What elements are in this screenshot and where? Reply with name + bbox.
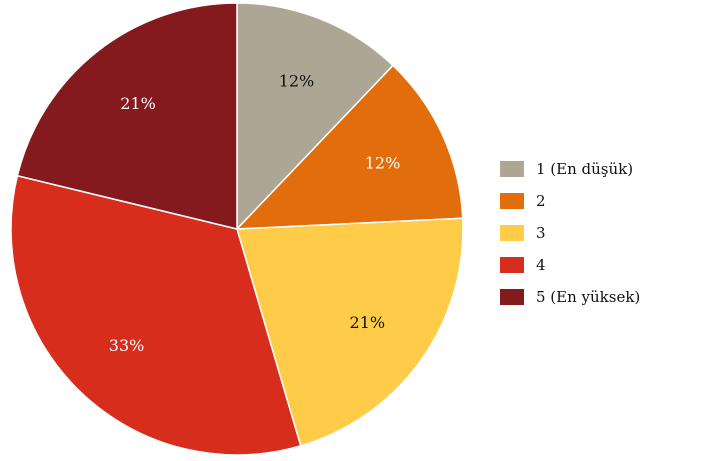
- pie-slice-2: [235, 64, 464, 230]
- pie-slice-5: [16, 2, 238, 230]
- legend-label-2: 2: [536, 192, 546, 210]
- legend-swatch-4: [500, 257, 524, 273]
- pie-slice-3: [236, 217, 464, 447]
- slice-percent-label-4: 33%: [109, 336, 145, 355]
- pie-slice-4: [10, 174, 302, 456]
- legend-item-3: 3: [500, 221, 640, 245]
- legend-label-1: 1 (En düşük): [536, 160, 634, 178]
- legend-swatch-5: [500, 289, 524, 305]
- legend-item-5: 5 (En yüksek): [500, 285, 640, 309]
- legend-swatch-3: [500, 225, 524, 241]
- legend-label-4: 4: [536, 256, 546, 274]
- slice-percent-label-5: 21%: [120, 94, 156, 113]
- legend: 1 (En düşük) 2 3 4 5 (En yüksek): [500, 157, 640, 317]
- legend-swatch-2: [500, 193, 524, 209]
- legend-label-5: 5 (En yüksek): [536, 288, 641, 306]
- slice-percent-label-1: 12%: [279, 71, 315, 90]
- legend-item-2: 2: [500, 189, 640, 213]
- legend-item-1: 1 (En düşük): [500, 157, 640, 181]
- slice-percent-label-2: 12%: [365, 154, 401, 173]
- legend-label-3: 3: [536, 224, 546, 242]
- slice-percent-label-3: 21%: [350, 313, 386, 332]
- legend-swatch-1: [500, 161, 524, 177]
- pie-slice-1: [236, 2, 395, 231]
- legend-item-4: 4: [500, 253, 640, 277]
